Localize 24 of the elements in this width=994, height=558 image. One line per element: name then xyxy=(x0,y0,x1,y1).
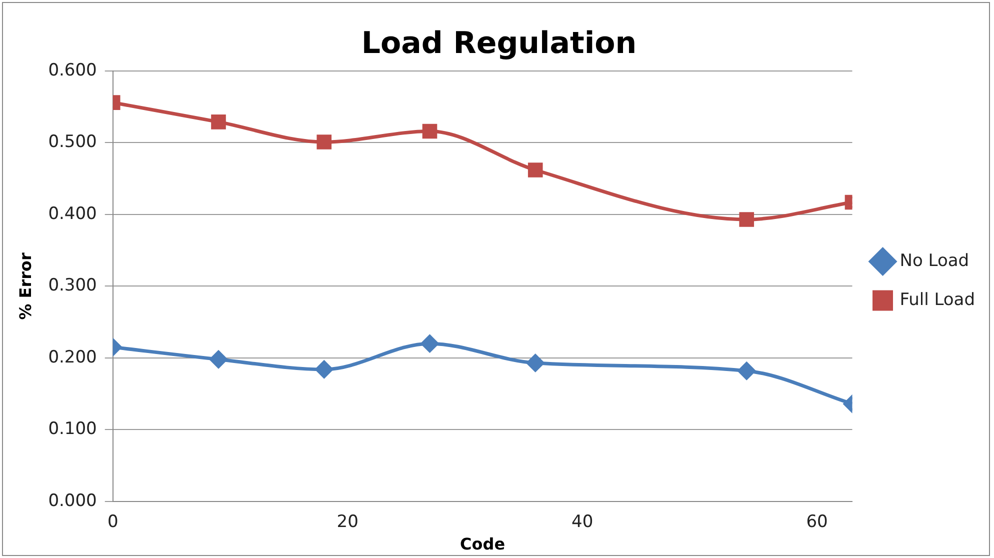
y-tick-label: 0.600 xyxy=(48,60,97,80)
point xyxy=(528,162,543,178)
point xyxy=(422,124,438,139)
point xyxy=(211,114,226,130)
y-tick-label: 0.300 xyxy=(48,276,97,296)
point xyxy=(316,134,332,150)
chart-title: Load Regulation xyxy=(361,26,637,61)
legend-label: No Load xyxy=(900,250,970,271)
point xyxy=(315,360,333,378)
y-tick-label: 0.100 xyxy=(48,419,97,440)
point xyxy=(526,354,544,372)
x-axis-title: Code xyxy=(460,534,506,554)
legend-label: Full Load xyxy=(900,290,976,310)
y-tick-label: 0.400 xyxy=(48,204,97,224)
y-tick-label: 0.200 xyxy=(48,347,97,368)
y-tick-label: 0.500 xyxy=(48,132,97,152)
y-axis-title: % Error xyxy=(16,252,35,320)
x-tick-label: 60 xyxy=(806,512,828,532)
x-tick-label: 20 xyxy=(336,512,358,532)
point xyxy=(420,334,438,352)
x-tick-label: 40 xyxy=(571,512,594,532)
y-tick-label: 0.000 xyxy=(48,490,97,511)
x-tick-label: 0 xyxy=(107,512,118,532)
point xyxy=(210,350,228,368)
